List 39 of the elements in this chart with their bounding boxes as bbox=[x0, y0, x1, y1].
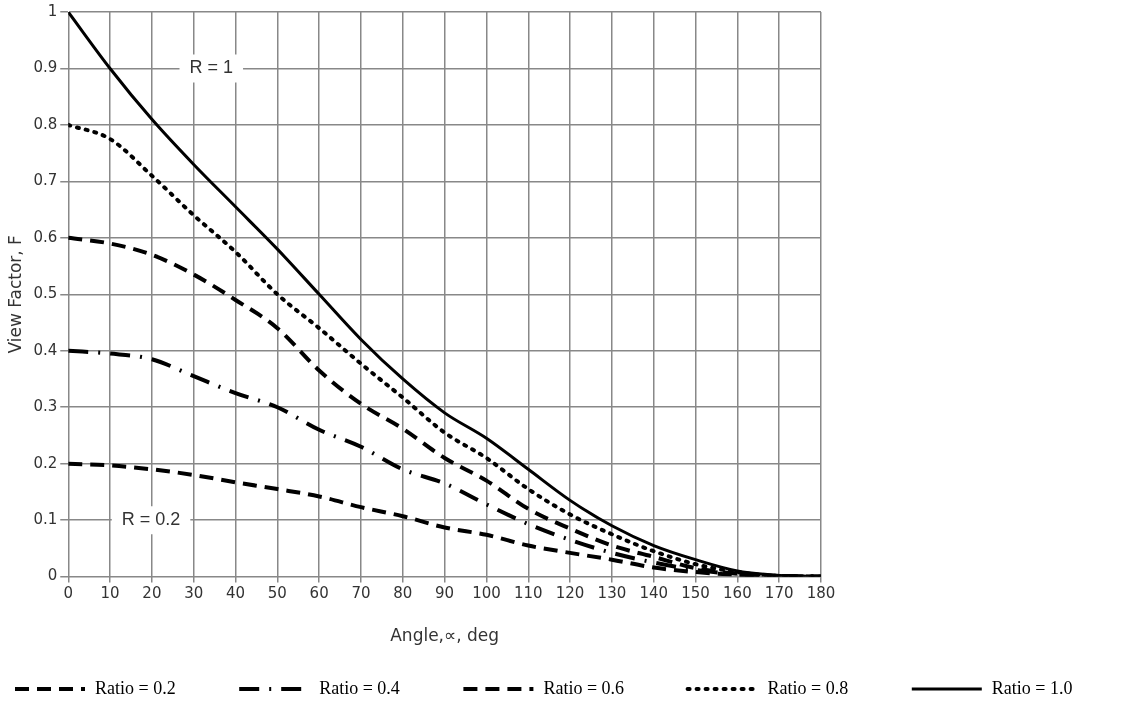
x-tick-label: 110 bbox=[513, 584, 543, 603]
x-tick-label: 60 bbox=[309, 584, 329, 603]
x-tick-label: 80 bbox=[393, 584, 413, 603]
y-tick-label: 0.8 bbox=[33, 114, 58, 133]
x-tick-label: 160 bbox=[723, 584, 752, 603]
y-tick-label: 1 bbox=[47, 1, 58, 20]
y-tick-label: 0.4 bbox=[33, 340, 58, 359]
x-tick-label: 170 bbox=[764, 584, 794, 603]
x-tick-label: 90 bbox=[435, 584, 455, 603]
x-tick-label: 50 bbox=[267, 584, 287, 603]
legend-label: Ratio = 1.0 bbox=[991, 677, 1073, 698]
x-axis-title: Angle,∝, deg bbox=[390, 625, 500, 646]
legend-label: Ratio = 0.4 bbox=[319, 677, 400, 698]
y-tick-label: 0 bbox=[47, 566, 58, 585]
x-tick-label: 70 bbox=[351, 584, 371, 603]
legend-label: Ratio = 0.6 bbox=[543, 677, 625, 698]
y-tick-label: 0.7 bbox=[33, 171, 58, 190]
x-tick-label: 10 bbox=[100, 584, 120, 603]
legend-label: Ratio = 0.8 bbox=[767, 677, 849, 698]
y-tick-label: 0.2 bbox=[33, 453, 58, 472]
x-tick-label: 120 bbox=[555, 584, 585, 603]
x-tick-label: 40 bbox=[225, 584, 246, 603]
x-tick-label: 150 bbox=[681, 584, 710, 603]
y-axis-title: View Factor, F bbox=[4, 235, 25, 354]
y-tick-label: 0.1 bbox=[33, 510, 58, 529]
y-tick-label: 0.9 bbox=[33, 58, 58, 77]
x-tick-label: 140 bbox=[639, 584, 669, 603]
x-tick-label: 180 bbox=[806, 584, 836, 603]
y-tick-label: 0.6 bbox=[33, 227, 58, 246]
annotation: R = 1 bbox=[189, 57, 234, 78]
x-tick-label: 100 bbox=[472, 584, 501, 603]
x-tick-label: 20 bbox=[142, 584, 162, 603]
legend-label: Ratio = 0.2 bbox=[95, 677, 176, 698]
y-tick-label: 0.5 bbox=[33, 284, 58, 303]
annotation: R = 0.2 bbox=[121, 509, 181, 530]
x-tick-label: 0 bbox=[63, 584, 74, 603]
x-tick-label: 30 bbox=[184, 584, 204, 603]
y-tick-label: 0.3 bbox=[33, 397, 58, 416]
x-tick-label: 130 bbox=[597, 584, 627, 603]
